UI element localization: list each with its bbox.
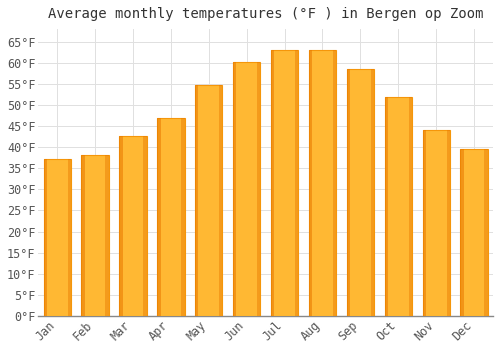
Bar xyxy=(233,62,260,316)
Bar xyxy=(157,118,184,316)
Bar xyxy=(82,155,84,316)
Bar xyxy=(144,136,146,316)
Bar xyxy=(422,130,426,316)
Bar xyxy=(157,118,160,316)
Bar xyxy=(233,62,236,316)
Bar xyxy=(182,118,184,316)
Bar xyxy=(309,50,312,316)
Bar xyxy=(257,62,260,316)
Bar xyxy=(408,97,412,316)
Bar xyxy=(384,97,388,316)
Bar xyxy=(271,50,298,316)
Bar xyxy=(82,155,108,316)
Bar xyxy=(460,149,464,316)
Bar xyxy=(44,159,71,316)
Bar xyxy=(446,130,450,316)
Bar xyxy=(309,50,336,316)
Bar xyxy=(347,69,374,316)
Bar xyxy=(422,130,450,316)
Title: Average monthly temperatures (°F ) in Bergen op Zoom: Average monthly temperatures (°F ) in Be… xyxy=(48,7,484,21)
Bar xyxy=(271,50,274,316)
Bar xyxy=(371,69,374,316)
Bar xyxy=(106,155,108,316)
Bar xyxy=(460,149,487,316)
Bar xyxy=(44,159,47,316)
Bar xyxy=(333,50,336,316)
Bar xyxy=(120,136,146,316)
Bar xyxy=(347,69,350,316)
Bar xyxy=(384,97,412,316)
Bar xyxy=(120,136,122,316)
Bar xyxy=(219,85,222,316)
Bar xyxy=(195,85,198,316)
Bar xyxy=(295,50,298,316)
Bar xyxy=(68,159,71,316)
Bar xyxy=(484,149,488,316)
Bar xyxy=(195,85,222,316)
